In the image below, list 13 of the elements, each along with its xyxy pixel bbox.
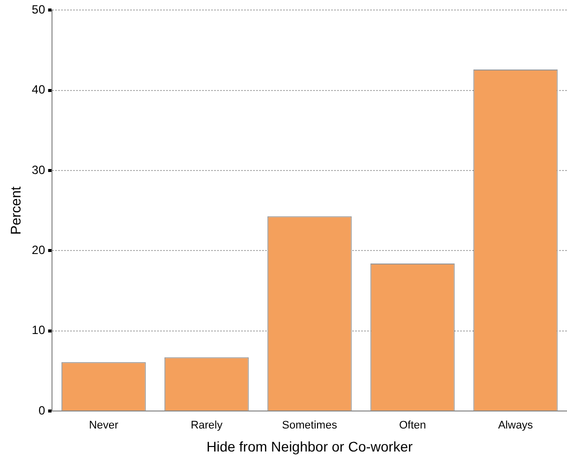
y-tick-label: 30	[32, 162, 46, 177]
x-tick-label: Often	[399, 420, 426, 432]
y-tick-label: 50	[32, 2, 46, 17]
x-tick-label: Never	[88, 420, 119, 432]
x-tick-label: Always	[498, 420, 534, 432]
x-axis-title: Hide from Neighbor or Co-worker	[206, 438, 413, 454]
y-tick-label: 20	[32, 242, 46, 257]
x-tick-label: Rarely	[190, 420, 223, 432]
y-tick-label: 0	[38, 403, 46, 418]
y-tick-label: 40	[32, 82, 46, 97]
y-tick-label: 10	[32, 323, 46, 338]
y-axis-title: Percent	[7, 186, 24, 235]
x-tick-label: Sometimes	[282, 420, 338, 432]
